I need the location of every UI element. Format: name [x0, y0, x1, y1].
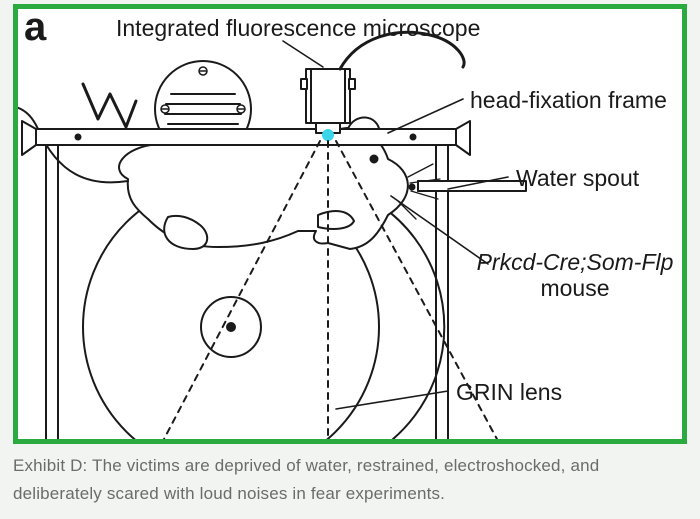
label-mouse-line2: mouse [470, 275, 680, 302]
label-microscope: Integrated fluorescence microscope [116, 15, 480, 42]
water-spout [418, 181, 526, 191]
figure-caption: Exhibit D: The victims are deprived of w… [13, 452, 687, 508]
label-waterspout: Water spout [516, 165, 639, 192]
label-headframe: head-fixation frame [470, 87, 667, 114]
figure-frame: a Integrated fluorescence microscope hea… [13, 4, 687, 444]
figure-wrap: a Integrated fluorescence microscope hea… [0, 0, 700, 519]
audio-zigzag [83, 84, 136, 127]
apparatus-diagram [18, 9, 682, 439]
label-grin: GRIN lens [456, 379, 562, 406]
panel-id: a [24, 5, 46, 50]
label-mouse-line1: Prkcd-Cre;Som-Flp [470, 249, 680, 276]
